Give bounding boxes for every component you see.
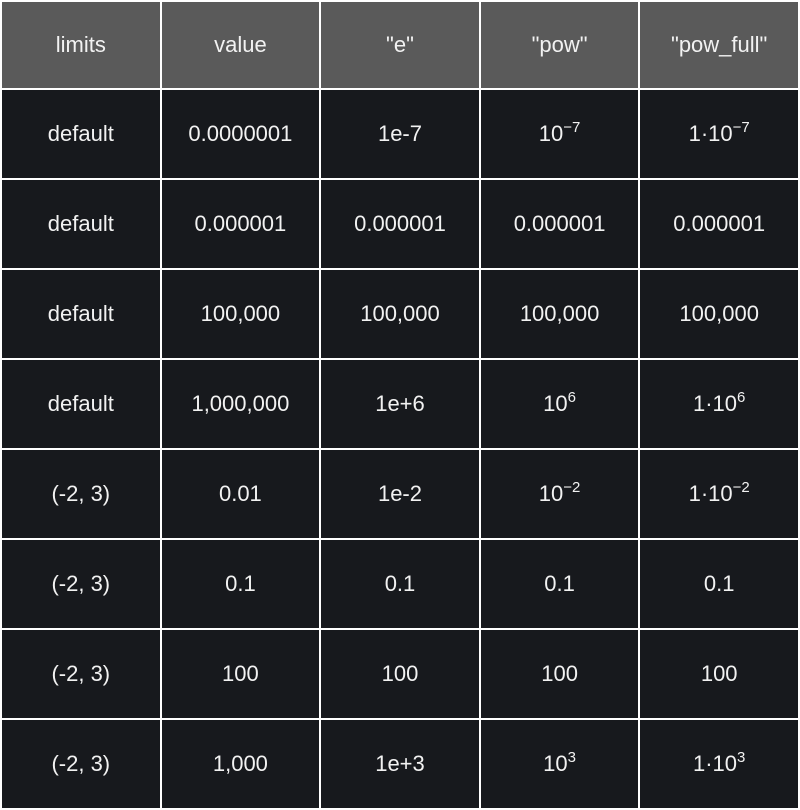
cell-pow-full-format-exponent: 6 bbox=[737, 389, 746, 406]
cell-pow-format-exponent: 3 bbox=[567, 749, 576, 766]
cell-pow-format-base: 0.1 bbox=[544, 571, 575, 596]
cell-pow-format: 103 bbox=[478, 718, 641, 810]
cell-value: 1,000,000 bbox=[159, 358, 322, 450]
cell-pow-format-base: 10 bbox=[543, 391, 568, 416]
column-header-pow-full: "pow_full" bbox=[638, 0, 800, 90]
cell-e-format: 100 bbox=[319, 628, 481, 720]
column-header-value: value bbox=[159, 0, 322, 90]
cell-pow-full-format-exponent: −2 bbox=[732, 479, 750, 496]
cell-pow-format-exponent: −2 bbox=[563, 479, 581, 496]
cell-e-format: 1e-2 bbox=[319, 448, 481, 540]
cell-pow-full-format-base: 100 bbox=[700, 661, 738, 686]
cell-pow-format-base: 10 bbox=[543, 751, 568, 776]
cell-pow-format: 0.1 bbox=[478, 538, 641, 630]
table-row: default 0.0000001 1e-7 10−7 1·10−7 bbox=[0, 88, 800, 180]
cell-pow-full-format: 0.1 bbox=[638, 538, 800, 630]
cell-pow-full-format: 1·10−7 bbox=[638, 88, 800, 180]
cell-pow-full-format: 1·103 bbox=[638, 718, 800, 810]
cell-limits: (-2, 3) bbox=[0, 538, 162, 630]
cell-e-format: 1e+3 bbox=[319, 718, 481, 810]
cell-pow-full-format-base: 0.000001 bbox=[673, 211, 766, 236]
cell-value: 1,000 bbox=[159, 718, 322, 810]
cell-pow-full-format-base: 0.1 bbox=[703, 571, 735, 596]
cell-pow-full-format: 100,000 bbox=[638, 268, 800, 360]
cell-pow-full-format: 100 bbox=[638, 628, 800, 720]
cell-e-format: 0.000001 bbox=[319, 178, 481, 270]
cell-pow-format: 0.000001 bbox=[478, 178, 641, 270]
cell-pow-format-base: 0.000001 bbox=[513, 211, 606, 236]
cell-pow-full-format: 1·106 bbox=[638, 358, 800, 450]
cell-e-format: 1e-7 bbox=[319, 88, 481, 180]
table-body: default 0.0000001 1e-7 10−7 1·10−7 default 0.0… bbox=[0, 88, 800, 810]
cell-pow-full-format-exponent: −7 bbox=[732, 119, 750, 136]
cell-limits: default bbox=[0, 268, 162, 360]
table-row: (-2, 3) 0.1 0.1 0.1 0.1 bbox=[0, 538, 800, 630]
cell-limits: default bbox=[0, 88, 162, 180]
cell-pow-format: 100 bbox=[478, 628, 641, 720]
cell-pow-format-base: 100,000 bbox=[519, 301, 600, 326]
cell-pow-format-base: 10 bbox=[538, 121, 564, 146]
cell-pow-full-format-base: 1·10 bbox=[688, 481, 733, 506]
cell-pow-format: 10−7 bbox=[478, 88, 641, 180]
cell-e-format: 1e+6 bbox=[319, 358, 481, 450]
cell-pow-full-format-base: 100,000 bbox=[679, 301, 759, 326]
header-row: limits value "e" "pow" "pow_full" bbox=[0, 0, 800, 90]
cell-pow-format: 100,000 bbox=[478, 268, 641, 360]
column-header-e: "e" bbox=[319, 0, 481, 90]
cell-pow-full-format: 1·10−2 bbox=[638, 448, 800, 540]
table-row: default 100,000 100,000 100,000 100,000 bbox=[0, 268, 800, 360]
cell-value: 100 bbox=[159, 628, 322, 720]
cell-value: 0.1 bbox=[159, 538, 322, 630]
cell-value: 0.01 bbox=[159, 448, 322, 540]
column-header-limits: limits bbox=[0, 0, 162, 90]
column-header-pow: "pow" bbox=[478, 0, 641, 90]
cell-pow-format-exponent: −7 bbox=[563, 119, 581, 136]
table-row: default 0.000001 0.000001 0.000001 0.000001 bbox=[0, 178, 800, 270]
cell-limits: default bbox=[0, 178, 162, 270]
cell-e-format: 0.1 bbox=[319, 538, 481, 630]
cell-e-format: 100,000 bbox=[319, 268, 481, 360]
cell-pow-full-format-base: 1·10 bbox=[688, 121, 733, 146]
table-row: (-2, 3) 1,000 1e+3 103 1·103 bbox=[0, 718, 800, 810]
cell-pow-format: 10−2 bbox=[478, 448, 641, 540]
cell-limits: (-2, 3) bbox=[0, 448, 162, 540]
cell-pow-format-base: 100 bbox=[541, 661, 578, 686]
cell-pow-full-format-base: 1·10 bbox=[692, 751, 738, 776]
cell-limits: (-2, 3) bbox=[0, 718, 162, 810]
cell-value: 0.000001 bbox=[159, 178, 322, 270]
table-row: default 1,000,000 1e+6 106 1·106 bbox=[0, 358, 800, 450]
cell-pow-full-format-exponent: 3 bbox=[737, 749, 746, 766]
cell-limits: (-2, 3) bbox=[0, 628, 162, 720]
table-row: (-2, 3) 0.01 1e-2 10−2 1·10−2 bbox=[0, 448, 800, 540]
table-row: (-2, 3) 100 100 100 100 bbox=[0, 628, 800, 720]
cell-pow-full-format-base: 1·10 bbox=[692, 391, 738, 416]
cell-value: 0.0000001 bbox=[159, 88, 322, 180]
cell-pow-full-format: 0.000001 bbox=[638, 178, 800, 270]
cell-pow-format: 106 bbox=[478, 358, 641, 450]
cell-pow-format-base: 10 bbox=[538, 481, 564, 506]
cell-value: 100,000 bbox=[159, 268, 322, 360]
cell-pow-format-exponent: 6 bbox=[567, 389, 576, 406]
cell-limits: default bbox=[0, 358, 162, 450]
